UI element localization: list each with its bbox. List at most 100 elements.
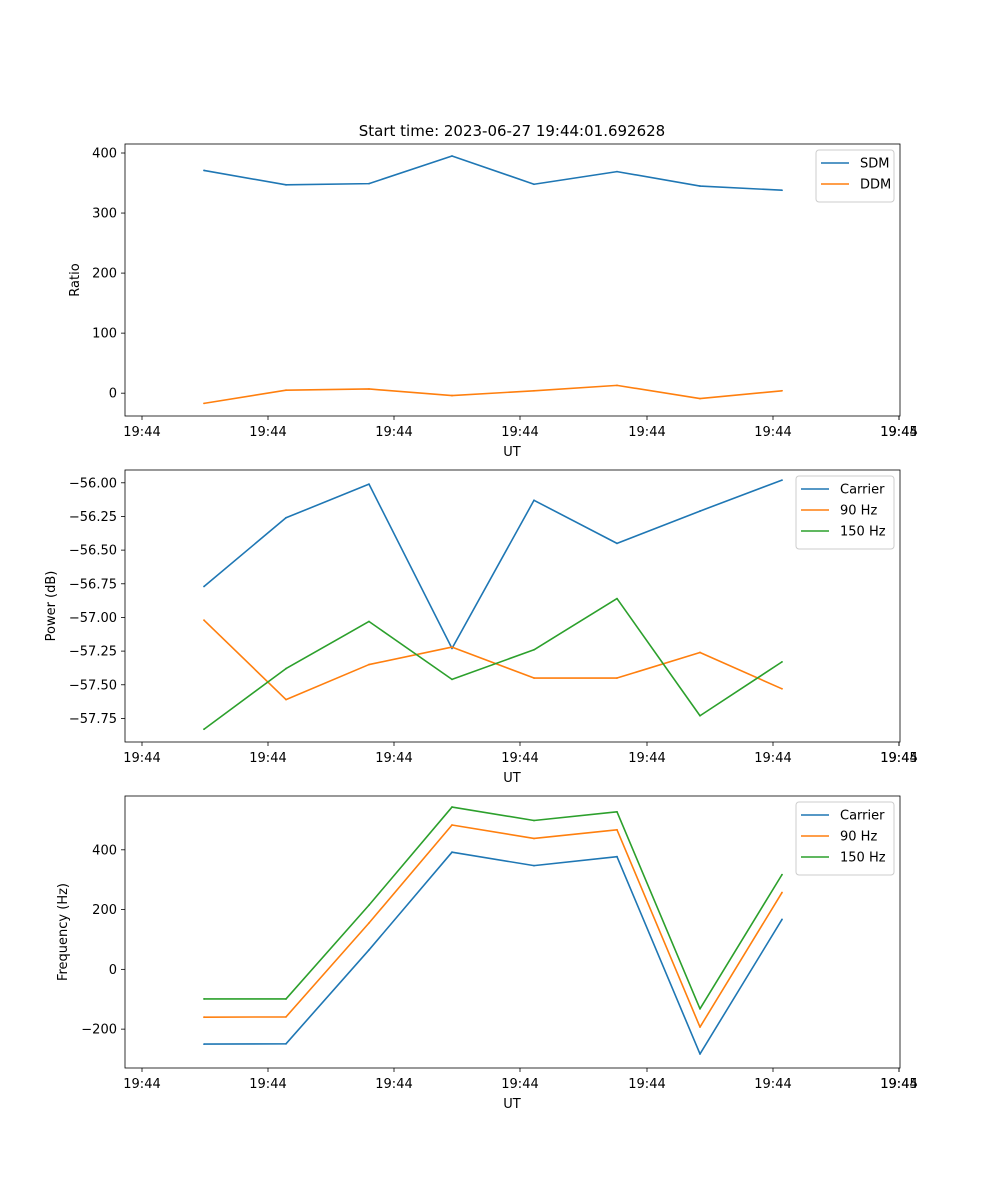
data-point [699,510,701,512]
y-tick-label: 400 [92,843,117,858]
y-tick-label: 100 [92,327,117,342]
data-point [533,389,535,392]
x-axis-label: UT [503,1097,521,1112]
data-point [616,597,618,600]
data-point [699,397,701,400]
data-point [533,499,535,502]
data-point [781,189,783,192]
x-tick-label: 19:44 [249,425,286,440]
subplot-1: 19:44 19:44 19:44 19:44 19:44 19:44 19:4419:45… [68,143,918,460]
x-tick-label: 19:44 [123,425,160,440]
data-point [616,677,618,679]
y-tick-label: 0 [109,387,117,402]
data-point [533,837,535,840]
series-line-90-hz [203,619,783,701]
data-point [781,918,783,921]
x-axis-label: UT [503,771,521,786]
y-tick-label: −56.00 [69,476,117,491]
data-point [781,687,783,690]
y-tick-label: 400 [92,147,117,162]
data-point [203,585,205,588]
x-tick-label: 19:44 [628,1077,665,1092]
data-point [368,388,370,390]
legend-label: 90 Hz [840,504,877,519]
data-point [781,873,783,876]
data-point [368,904,370,906]
data-point [616,170,618,173]
data-point [285,667,287,670]
series-line-150-hz [204,806,783,1010]
y-tick-label: −56.25 [69,510,117,525]
figure-title: Start time: 2023-06-27 19:44:01.692628 [359,122,665,140]
y-tick-label: −57.25 [69,645,117,660]
data-point [451,646,453,648]
data-point [451,851,453,854]
x-tick-label: 19:44 [375,751,412,766]
legend-label: Carrier [840,483,885,498]
legend-label: Carrier [840,809,885,824]
subplot-2: 19:44 19:44 19:44 19:44 19:44 19:44 19:4419:45… [44,469,918,786]
x-tick-label: 19:44 [501,1077,538,1092]
y-tick-label: 0 [109,963,117,978]
data-point [285,1015,287,1018]
series-line-150-hz [203,597,783,730]
data-point [203,169,205,172]
data-point [533,864,535,867]
series-line-sdm [203,155,783,192]
data-point [451,155,453,157]
x-tick-label: 19:44 [754,1077,791,1092]
axes-frame [124,469,901,743]
data-point [285,389,287,392]
data-point [533,183,535,186]
data-point [699,185,701,187]
data-point [533,648,535,651]
data-point [203,1043,205,1045]
data-point [533,677,535,679]
axes-frame [124,143,901,417]
legend-label: 150 Hz [840,525,886,540]
data-point [699,1053,701,1055]
data-point [616,855,618,858]
x-tick-label: 19:44 [628,751,665,766]
data-point [616,384,618,387]
data-point [781,660,783,663]
data-point [616,542,618,545]
data-point [616,828,618,831]
x-tick-label: 19:44 [880,1077,917,1092]
data-point [451,394,453,397]
series-line-carrier [203,479,783,650]
x-tick-label: 19:44 [123,751,160,766]
y-axis-label: Ratio [68,263,83,296]
legend: SDM DDM [815,149,895,203]
x-tick-label: 19:44 [249,1077,286,1092]
x-tick-label: 19:44 [123,1077,160,1092]
data-point [203,1016,205,1019]
data-point [781,389,783,392]
data-point [616,810,618,813]
series-line-ddm [203,384,783,405]
x-tick-label: 19:44 [880,751,917,766]
legend-label: 90 Hz [840,830,877,845]
y-tick-label: −200 [81,1023,117,1038]
data-point [451,824,453,826]
data-point [285,698,287,701]
x-tick-label: 19:44 [501,751,538,766]
x-tick-label: 19:44 [375,425,412,440]
legend: Carrier 90 Hz 150 Hz [795,475,895,550]
data-point [285,183,287,186]
data-point [203,998,205,1000]
y-tick-label: 200 [92,267,117,282]
legend-label: DDM [860,178,891,193]
x-tick-label: 19:45 [880,425,917,440]
y-axis-label: Power (dB) [44,571,59,642]
y-tick-label: −57.50 [69,678,117,693]
data-point [699,714,701,717]
series-line-90-hz [203,824,783,1028]
subplot-3: 19:44 19:44 19:44 19:44 19:44 19:44 19:4419:45… [56,795,918,1112]
x-tick-label: 19:44 [249,751,286,766]
x-tick-label: 19:45 [880,1077,917,1092]
series-line-carrier [203,851,783,1055]
y-tick-label: −56.75 [69,577,117,592]
legend-label: 150 Hz [840,851,886,866]
